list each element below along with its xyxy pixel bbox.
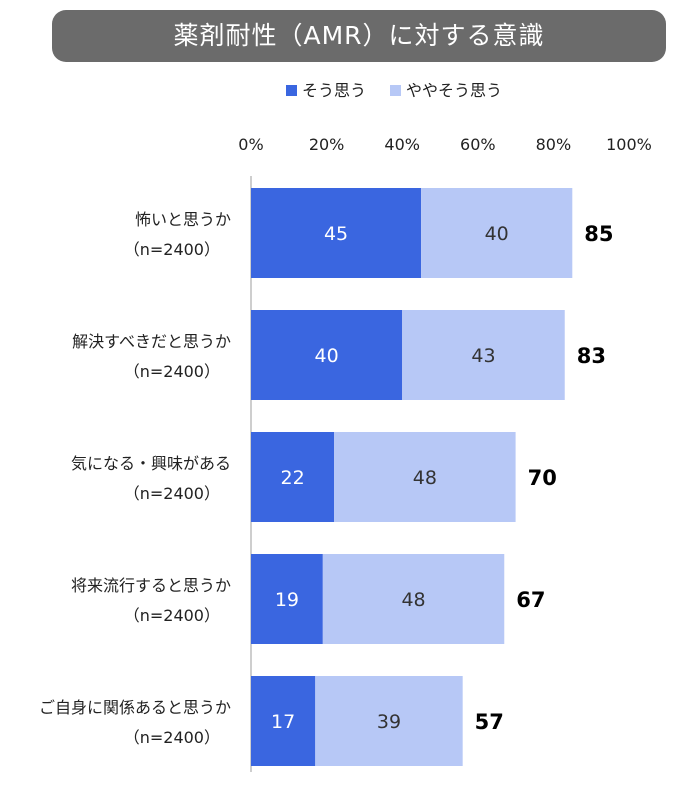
bar-total-label: 85 <box>584 222 613 246</box>
legend-item-series2: ややそう思う <box>390 80 502 102</box>
category-label: 怖いと思うか <box>135 210 231 229</box>
legend-label-series2: ややそう思う <box>406 81 503 100</box>
category-n-label: （n=2400） <box>124 240 220 259</box>
bar-segment-1 <box>251 310 403 400</box>
bar-value-label: 48 <box>413 467 437 489</box>
bar-value-label: 43 <box>471 345 495 367</box>
category-label: 気になる・興味がある <box>71 454 231 473</box>
bar-segment-1 <box>251 676 316 766</box>
x-tick-label: 0% <box>238 135 263 154</box>
category-label: ご自身に関係あると思うか <box>39 698 231 717</box>
bar-segment-2 <box>402 310 565 400</box>
legend-swatch-series1 <box>286 85 297 96</box>
x-tick-label: 100% <box>606 135 652 154</box>
category-label: 解決すべきだと思うか <box>72 332 231 351</box>
bar-value-label: 39 <box>377 711 401 733</box>
bar-value-label: 40 <box>485 223 509 245</box>
x-tick-label: 60% <box>460 135 496 154</box>
bar-total-label: 57 <box>475 710 504 734</box>
bar-total-label: 83 <box>577 344 606 368</box>
category-n-label: （n=2400） <box>124 362 220 381</box>
bar-value-label: 17 <box>271 711 295 733</box>
x-tick-label: 40% <box>384 135 420 154</box>
bar-segment-2 <box>421 188 573 278</box>
bar-total-label: 70 <box>528 466 557 490</box>
x-tick-label: 80% <box>536 135 572 154</box>
category-label: 将来流行すると思うか <box>71 576 231 595</box>
bar-segment-1 <box>251 432 335 522</box>
legend-label-series1: そう思う <box>302 81 367 100</box>
category-n-label: （n=2400） <box>124 606 220 625</box>
bar-segment-1 <box>251 554 323 644</box>
bar-value-label: 19 <box>275 589 299 611</box>
bar-segment-2 <box>322 554 505 644</box>
bar-segment-2 <box>315 676 463 766</box>
bar-value-label: 40 <box>315 345 339 367</box>
category-n-label: （n=2400） <box>124 484 220 503</box>
bar-value-label: 22 <box>280 467 304 489</box>
x-tick-label: 20% <box>309 135 345 154</box>
bar-segment-1 <box>251 188 422 278</box>
bar-value-label: 48 <box>401 589 425 611</box>
bar-total-label: 67 <box>516 588 545 612</box>
bar-segment-2 <box>334 432 516 522</box>
chart-title: 薬剤耐性（AMR）に対する意識 <box>52 10 666 62</box>
category-n-label: （n=2400） <box>124 728 220 747</box>
legend-swatch-series2 <box>390 85 401 96</box>
bar-value-label: 45 <box>324 223 348 245</box>
legend-item-series1: そう思う <box>286 80 366 102</box>
